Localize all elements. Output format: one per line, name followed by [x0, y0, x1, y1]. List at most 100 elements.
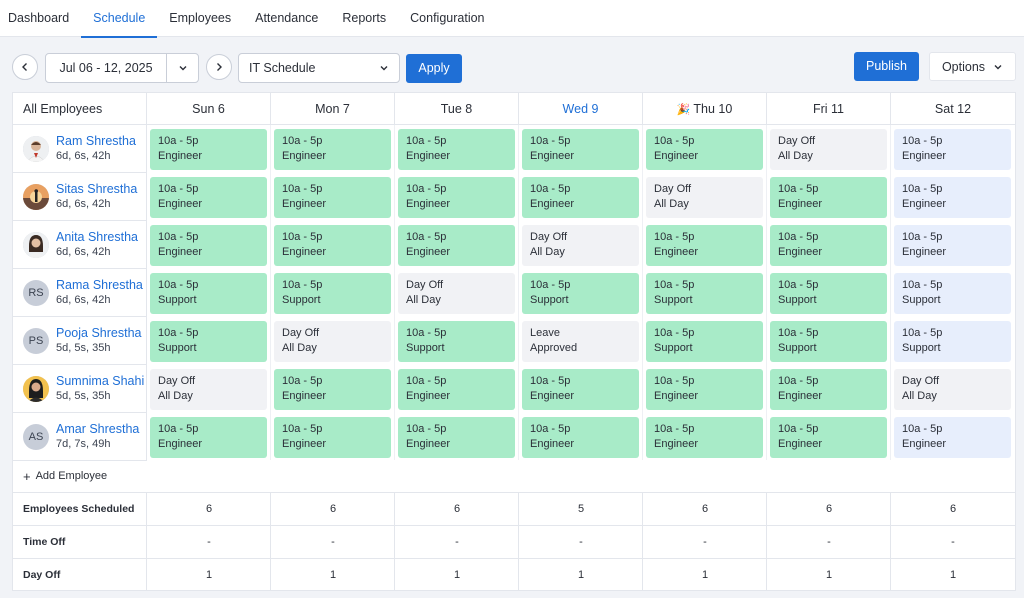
day-off-cell[interactable]: Day Off All Day	[770, 129, 887, 170]
add-employee-button[interactable]: + Add Employee	[23, 470, 107, 483]
cell-primary-text: Day Off	[654, 183, 692, 195]
shift-cell[interactable]: 10a - 5p Engineer	[894, 177, 1011, 218]
shift-cell[interactable]: 10a - 5p Engineer	[770, 177, 887, 218]
cell-secondary-text: Approved	[530, 342, 578, 354]
employee-row-header[interactable]: RS Rama Shrestha 6d, 6s, 42h	[13, 269, 147, 317]
shift-cell[interactable]: 10a - 5p Engineer	[398, 177, 515, 218]
employee-name-link[interactable]: Sitas Shrestha	[56, 182, 138, 196]
chevron-down-icon	[380, 66, 388, 71]
day-off-cell[interactable]: Day Off All Day	[522, 225, 639, 266]
tab-reports[interactable]: Reports	[342, 11, 387, 25]
shift-cell[interactable]: 10a - 5p Engineer	[398, 129, 515, 170]
shift-cell[interactable]: 10a - 5p Engineer	[150, 225, 267, 266]
shift-cell[interactable]: 10a - 5p Support	[894, 273, 1011, 314]
tab-attendance[interactable]: Attendance	[255, 11, 319, 25]
shift-cell[interactable]: 10a - 5p Support	[398, 321, 515, 362]
schedule-select[interactable]: IT Schedule	[238, 53, 400, 83]
shift-cell[interactable]: 10a - 5p Engineer	[274, 417, 391, 458]
shift-cell[interactable]: 10a - 5p Engineer	[274, 129, 391, 170]
prev-week-button[interactable]	[12, 54, 38, 80]
shift-cell[interactable]: 10a - 5p Engineer	[398, 225, 515, 266]
cell-secondary-text: Support	[530, 294, 569, 306]
shift-cell[interactable]: 10a - 5p Support	[770, 273, 887, 314]
shift-cell[interactable]: 10a - 5p Engineer	[274, 369, 391, 410]
shift-cell[interactable]: 10a - 5p Support	[646, 273, 763, 314]
day-off-cell[interactable]: Day Off All Day	[646, 177, 763, 218]
employee-row-header[interactable]: Sitas Shrestha 6d, 6s, 42h	[13, 173, 147, 221]
shift-cell[interactable]: 10a - 5p Engineer	[150, 417, 267, 458]
cell-secondary-text: Engineer	[406, 150, 451, 162]
shift-cell[interactable]: 10a - 5p Engineer	[398, 369, 515, 410]
shift-cell[interactable]: 10a - 5p Support	[770, 321, 887, 362]
apply-button[interactable]: Apply	[406, 54, 462, 83]
shift-cell[interactable]: 10a - 5p Engineer	[770, 417, 887, 458]
employee-row-header[interactable]: Ram Shrestha 6d, 6s, 42h	[13, 125, 147, 173]
employee-row-header[interactable]: Anita Shrestha 6d, 6s, 42h	[13, 221, 147, 269]
shift-cell[interactable]: 10a - 5p Support	[150, 273, 267, 314]
shift-cell[interactable]: 10a - 5p Engineer	[894, 417, 1011, 458]
shift-cell[interactable]: 10a - 5p Support	[894, 321, 1011, 362]
summary-value: 1	[453, 569, 461, 581]
day-header[interactable]: Tue 8	[395, 93, 519, 125]
day-header[interactable]: 🎉 Thu 10	[643, 93, 767, 125]
date-range-picker[interactable]: Jul 06 - 12, 2025	[45, 53, 199, 83]
employee-name-link[interactable]: Anita Shrestha	[56, 230, 138, 244]
column-divider	[146, 493, 147, 525]
summary-value: 1	[577, 569, 585, 581]
shift-cell[interactable]: 10a - 5p Engineer	[522, 177, 639, 218]
shift-cell[interactable]: 10a - 5p Engineer	[150, 129, 267, 170]
options-button[interactable]: Options	[929, 52, 1016, 81]
tab-dashboard[interactable]: Dashboard	[8, 11, 70, 25]
shift-cell[interactable]: 10a - 5p Engineer	[646, 369, 763, 410]
tab-configuration[interactable]: Configuration	[410, 11, 485, 25]
employee-info: Sumnima Shahi 5d, 5s, 35h	[56, 373, 144, 404]
shift-cell[interactable]: 10a - 5p Engineer	[274, 225, 391, 266]
employee-row-header[interactable]: PS Pooja Shrestha 5d, 5s, 35h	[13, 317, 147, 365]
day-header[interactable]: Mon 7	[271, 93, 395, 125]
shift-cell[interactable]: 10a - 5p Engineer	[522, 129, 639, 170]
shift-cell[interactable]: 10a - 5p Support	[150, 321, 267, 362]
shift-cell[interactable]: 10a - 5p Engineer	[646, 417, 763, 458]
next-week-button[interactable]	[206, 54, 232, 80]
tab-employees[interactable]: Employees	[169, 11, 232, 25]
employee-name-link[interactable]: Rama Shrestha	[56, 278, 143, 292]
day-off-cell[interactable]: Day Off All Day	[150, 369, 267, 410]
employee-name-link[interactable]: Ram Shrestha	[56, 134, 136, 148]
employee-name-link[interactable]: Pooja Shrestha	[56, 326, 142, 340]
cell-primary-text: 10a - 5p	[902, 327, 943, 339]
day-header[interactable]: Wed 9	[519, 93, 643, 125]
date-range-dropdown-button[interactable]	[167, 54, 198, 82]
shift-cell[interactable]: 10a - 5p Engineer	[770, 225, 887, 266]
shift-cell[interactable]: 10a - 5p Support	[522, 273, 639, 314]
cell-primary-text: 10a - 5p	[778, 279, 819, 291]
shift-cell[interactable]: 10a - 5p Support	[274, 273, 391, 314]
shift-cell[interactable]: 10a - 5p Engineer	[646, 225, 763, 266]
shift-cell[interactable]: 10a - 5p Support	[646, 321, 763, 362]
column-divider	[642, 125, 643, 460]
shift-cell[interactable]: 10a - 5p Engineer	[646, 129, 763, 170]
summary-row: Day Off 1 1 1 1 1 1 1	[13, 558, 1015, 591]
shift-cell[interactable]: 10a - 5p Engineer	[894, 225, 1011, 266]
day-off-cell[interactable]: Day Off All Day	[398, 273, 515, 314]
day-header[interactable]: Sun 6	[147, 93, 271, 125]
shift-cell[interactable]: 10a - 5p Engineer	[522, 417, 639, 458]
shift-cell[interactable]: 10a - 5p Engineer	[894, 129, 1011, 170]
cell-primary-text: 10a - 5p	[282, 231, 323, 243]
tab-schedule[interactable]: Schedule	[81, 0, 158, 38]
employee-name-link[interactable]: Amar Shrestha	[56, 422, 140, 436]
shift-cell[interactable]: 10a - 5p Engineer	[398, 417, 515, 458]
shift-cell[interactable]: 10a - 5p Engineer	[274, 177, 391, 218]
day-header[interactable]: Sat 12	[891, 93, 1015, 125]
employee-row-header[interactable]: Sumnima Shahi 5d, 5s, 35h	[13, 365, 147, 413]
day-header[interactable]: Fri 11	[767, 93, 891, 125]
employee-row-header[interactable]: AS Amar Shrestha 7d, 7s, 49h	[13, 413, 147, 461]
employee-name-link[interactable]: Sumnima Shahi	[56, 374, 145, 388]
shift-cell[interactable]: 10a - 5p Engineer	[522, 369, 639, 410]
day-off-cell[interactable]: Day Off All Day	[894, 369, 1011, 410]
shift-cell[interactable]: 10a - 5p Engineer	[770, 369, 887, 410]
shift-cell[interactable]: 10a - 5p Engineer	[150, 177, 267, 218]
day-off-cell[interactable]: Day Off All Day	[274, 321, 391, 362]
cell-primary-text: Day Off	[282, 327, 320, 339]
day-off-cell[interactable]: Leave Approved	[522, 321, 639, 362]
publish-button[interactable]: Publish	[854, 52, 919, 81]
